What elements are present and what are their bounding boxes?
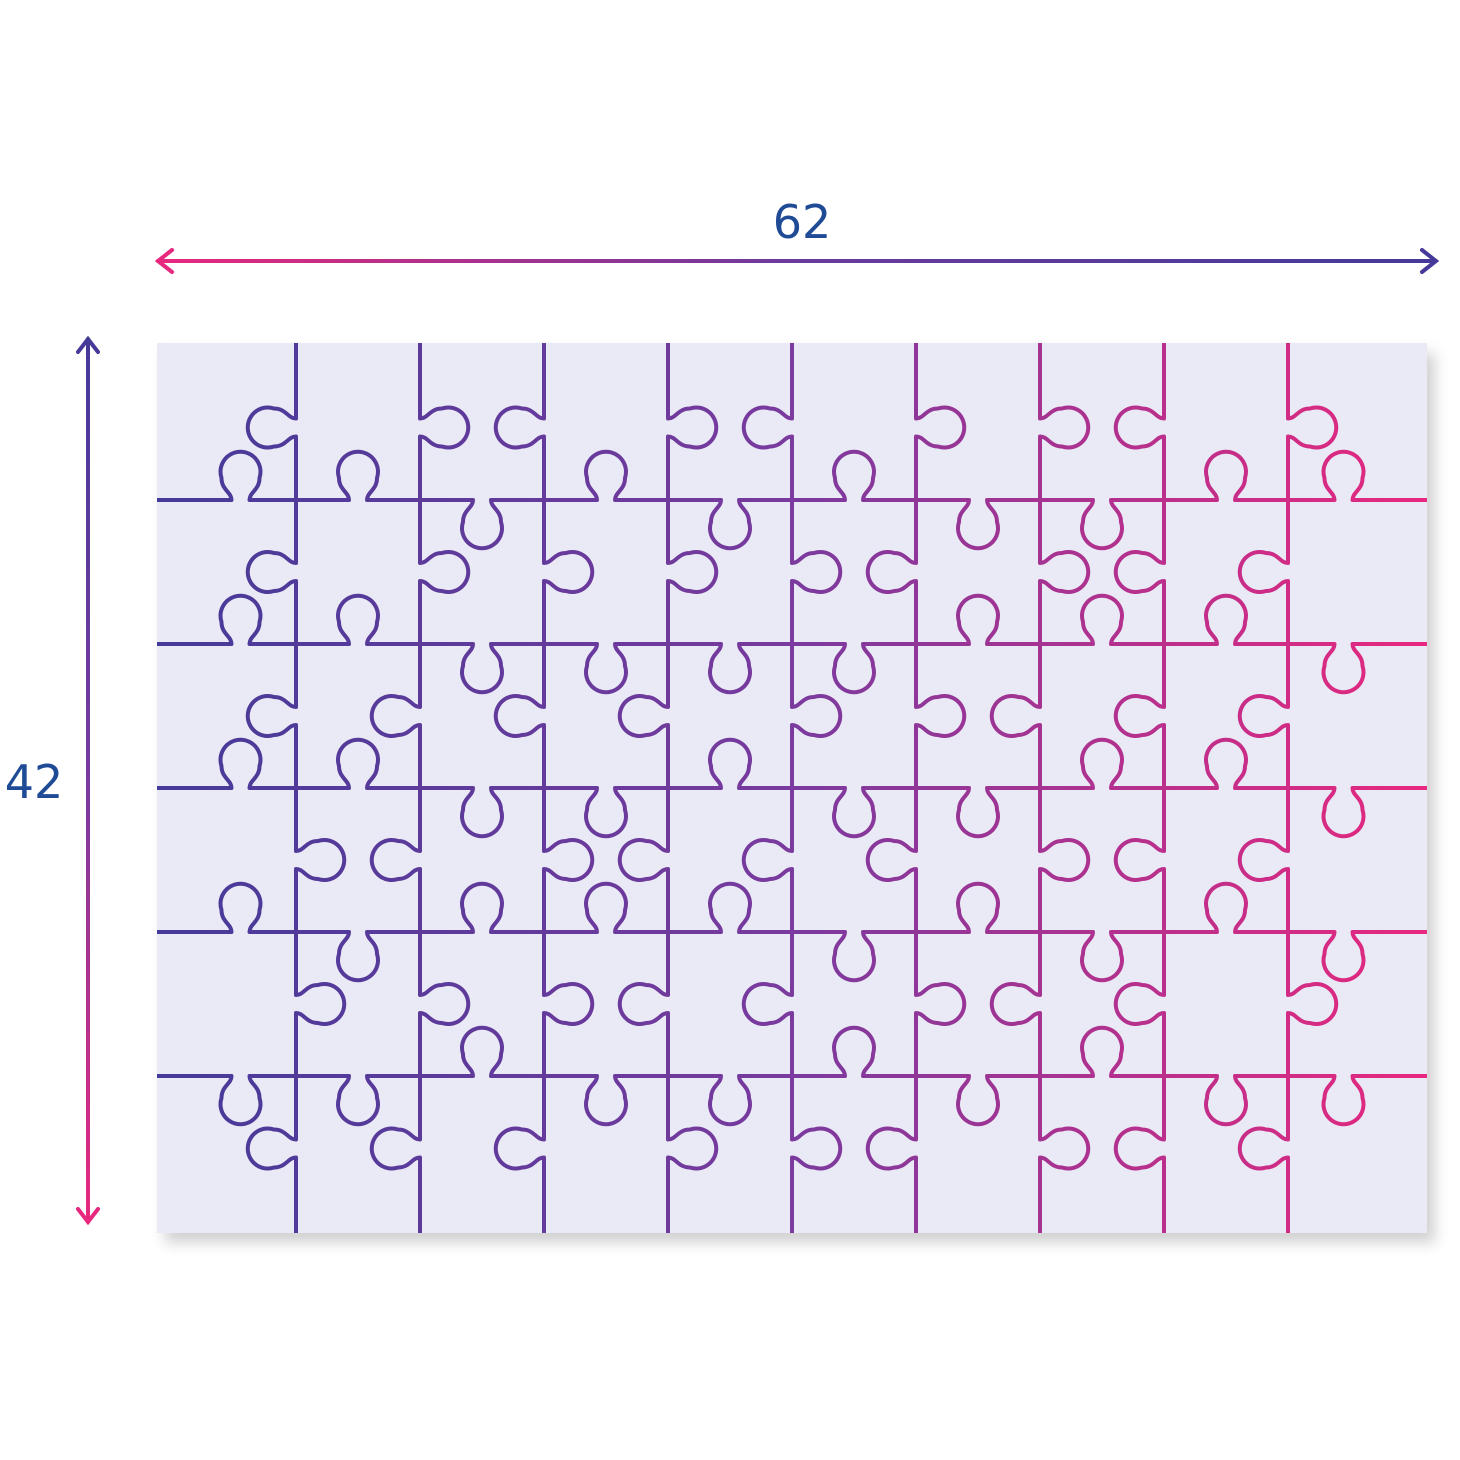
vertical-cut-line <box>493 343 595 1233</box>
height-arrow <box>76 335 100 1226</box>
vertical-cut-line <box>989 343 1091 1233</box>
vertical-cut-line <box>245 343 347 1233</box>
vertical-cut-line <box>1237 343 1339 1233</box>
vertical-cut-line <box>865 343 967 1233</box>
width-arrow <box>154 248 1440 274</box>
puzzle-cut-lines <box>157 343 1427 1233</box>
width-label: 62 <box>773 195 832 249</box>
vertical-cut-line <box>741 343 843 1233</box>
vertical-cut-line <box>1113 343 1166 1233</box>
vertical-cut-line <box>369 343 471 1233</box>
height-label: 42 <box>5 755 64 809</box>
vertical-cut-line <box>617 343 719 1233</box>
